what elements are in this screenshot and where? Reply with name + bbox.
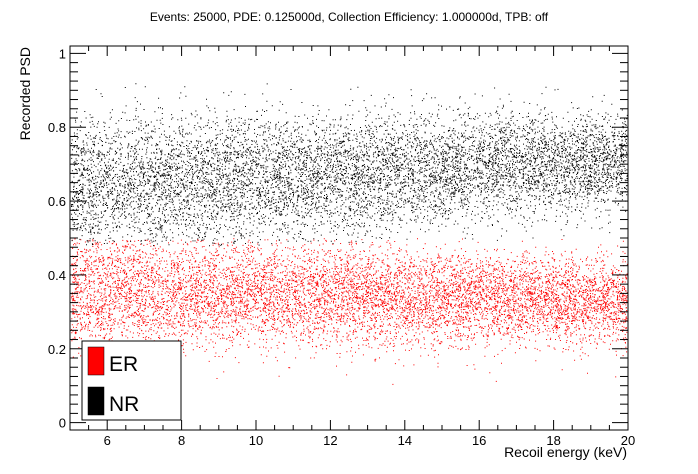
y-tick-label: 1 (59, 46, 66, 61)
y-tick-label: 0.2 (48, 342, 66, 357)
y-tick-label: 0 (59, 416, 66, 431)
scatter-series-nr (71, 83, 628, 247)
x-tick-label: 14 (398, 433, 412, 448)
x-tick-label: 20 (621, 433, 635, 448)
chart-title: Events: 25000, PDE: 0.125000d, Collectio… (150, 10, 549, 24)
x-tick-label: 10 (249, 433, 263, 448)
legend-swatch-er (87, 346, 105, 376)
y-tick-label: 0.6 (48, 194, 66, 209)
y-axis-label: Recorded PSD (17, 47, 33, 140)
x-tick-label: 18 (546, 433, 560, 448)
y-axis-ticks: 0 0.2 0.4 0.6 0.8 1 (48, 46, 628, 431)
x-axis-ticks: 6 8 10 12 14 16 18 20 (69, 46, 635, 448)
x-tick-label: 12 (323, 433, 337, 448)
legend-label-er: ER (109, 353, 138, 376)
y-tick-label: 0.4 (48, 268, 66, 283)
legend: ER NR (81, 340, 182, 421)
legend-swatch-nr (87, 386, 105, 416)
x-tick-label: 16 (472, 433, 486, 448)
x-tick-label: 6 (104, 433, 111, 448)
scatter-points (71, 83, 628, 386)
x-axis-label: Recoil energy (keV) (504, 444, 627, 460)
y-tick-label: 0.8 (48, 120, 66, 135)
legend-label-nr: NR (109, 393, 139, 416)
scatter-series-er (71, 238, 628, 386)
x-tick-label: 8 (178, 433, 185, 448)
